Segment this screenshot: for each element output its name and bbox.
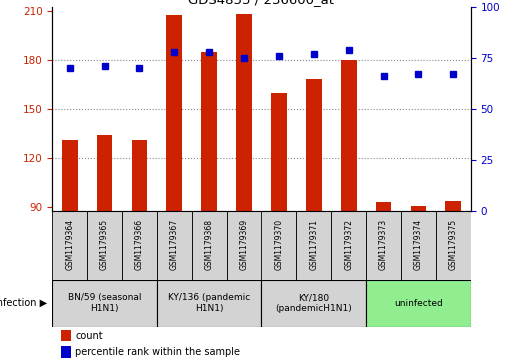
Bar xyxy=(157,211,192,280)
Bar xyxy=(376,202,391,211)
Title: GDS4855 / 236600_at: GDS4855 / 236600_at xyxy=(188,0,335,6)
Text: GSM1179370: GSM1179370 xyxy=(275,219,283,270)
Bar xyxy=(166,16,182,211)
Bar xyxy=(297,211,331,280)
Bar xyxy=(157,280,262,327)
Text: GSM1179371: GSM1179371 xyxy=(309,219,319,270)
Bar xyxy=(366,280,471,327)
Bar xyxy=(201,52,217,211)
Text: GSM1179375: GSM1179375 xyxy=(449,219,458,270)
Text: KY/136 (pandemic
H1N1): KY/136 (pandemic H1N1) xyxy=(168,293,251,313)
Bar xyxy=(262,211,297,280)
Bar xyxy=(122,211,157,280)
Text: GSM1179373: GSM1179373 xyxy=(379,219,388,270)
Bar xyxy=(132,140,147,211)
Bar xyxy=(192,211,226,280)
Text: KY/180
(pandemicH1N1): KY/180 (pandemicH1N1) xyxy=(276,293,352,313)
Text: GSM1179368: GSM1179368 xyxy=(204,219,214,270)
Bar xyxy=(401,211,436,280)
Bar xyxy=(306,79,322,211)
Bar xyxy=(62,140,77,211)
Text: GSM1179367: GSM1179367 xyxy=(170,219,179,270)
Bar xyxy=(87,211,122,280)
Text: GSM1179366: GSM1179366 xyxy=(135,219,144,270)
Text: BN/59 (seasonal
H1N1): BN/59 (seasonal H1N1) xyxy=(68,293,141,313)
Text: count: count xyxy=(75,331,103,340)
Text: GSM1179372: GSM1179372 xyxy=(344,219,353,270)
Bar xyxy=(236,14,252,211)
Text: infection ▶: infection ▶ xyxy=(0,298,47,308)
Bar xyxy=(97,135,112,211)
Bar xyxy=(366,211,401,280)
Bar xyxy=(411,205,426,211)
Text: uninfected: uninfected xyxy=(394,299,443,307)
Text: GSM1179374: GSM1179374 xyxy=(414,219,423,270)
Bar xyxy=(52,211,87,280)
Text: GSM1179369: GSM1179369 xyxy=(240,219,248,270)
Bar xyxy=(436,211,471,280)
Text: percentile rank within the sample: percentile rank within the sample xyxy=(75,347,240,357)
Bar xyxy=(271,93,287,211)
Bar xyxy=(331,211,366,280)
Bar xyxy=(446,201,461,211)
Bar xyxy=(341,60,357,211)
Bar xyxy=(61,346,71,358)
Text: GSM1179364: GSM1179364 xyxy=(65,219,74,270)
Text: GSM1179365: GSM1179365 xyxy=(100,219,109,270)
Bar xyxy=(262,280,366,327)
Bar xyxy=(61,330,71,341)
Bar xyxy=(226,211,262,280)
Bar xyxy=(52,280,157,327)
